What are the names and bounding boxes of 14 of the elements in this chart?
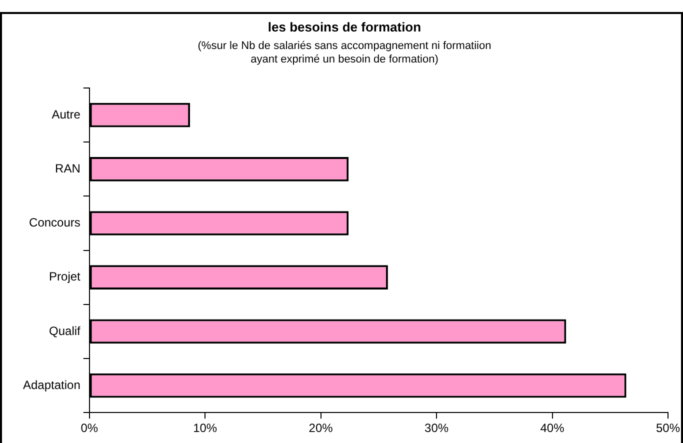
x-tick-label: 10% (193, 421, 218, 436)
y-tick-label: Autre (52, 107, 81, 122)
chart-subtitle: (%sur le Nb de salariés sans accompagnement ni formatiion ayant exprimé un besoin de formation) (198, 40, 492, 66)
chart-title: les besoins de formation (268, 19, 422, 34)
y-tick-label: Adaptation (22, 378, 80, 392)
y-tick-label: Concours (29, 216, 80, 230)
y-tick-label: Projet (49, 270, 82, 284)
x-tick-label: 0% (80, 421, 98, 436)
x-tick-label: 50% (656, 421, 680, 436)
y-tick-label: RAN (55, 161, 80, 176)
x-tick-label: 20% (308, 421, 334, 436)
x-tick-label: 30% (424, 421, 449, 436)
x-tick-label: 40% (540, 421, 565, 436)
y-tick-label: Qualif (49, 324, 82, 338)
